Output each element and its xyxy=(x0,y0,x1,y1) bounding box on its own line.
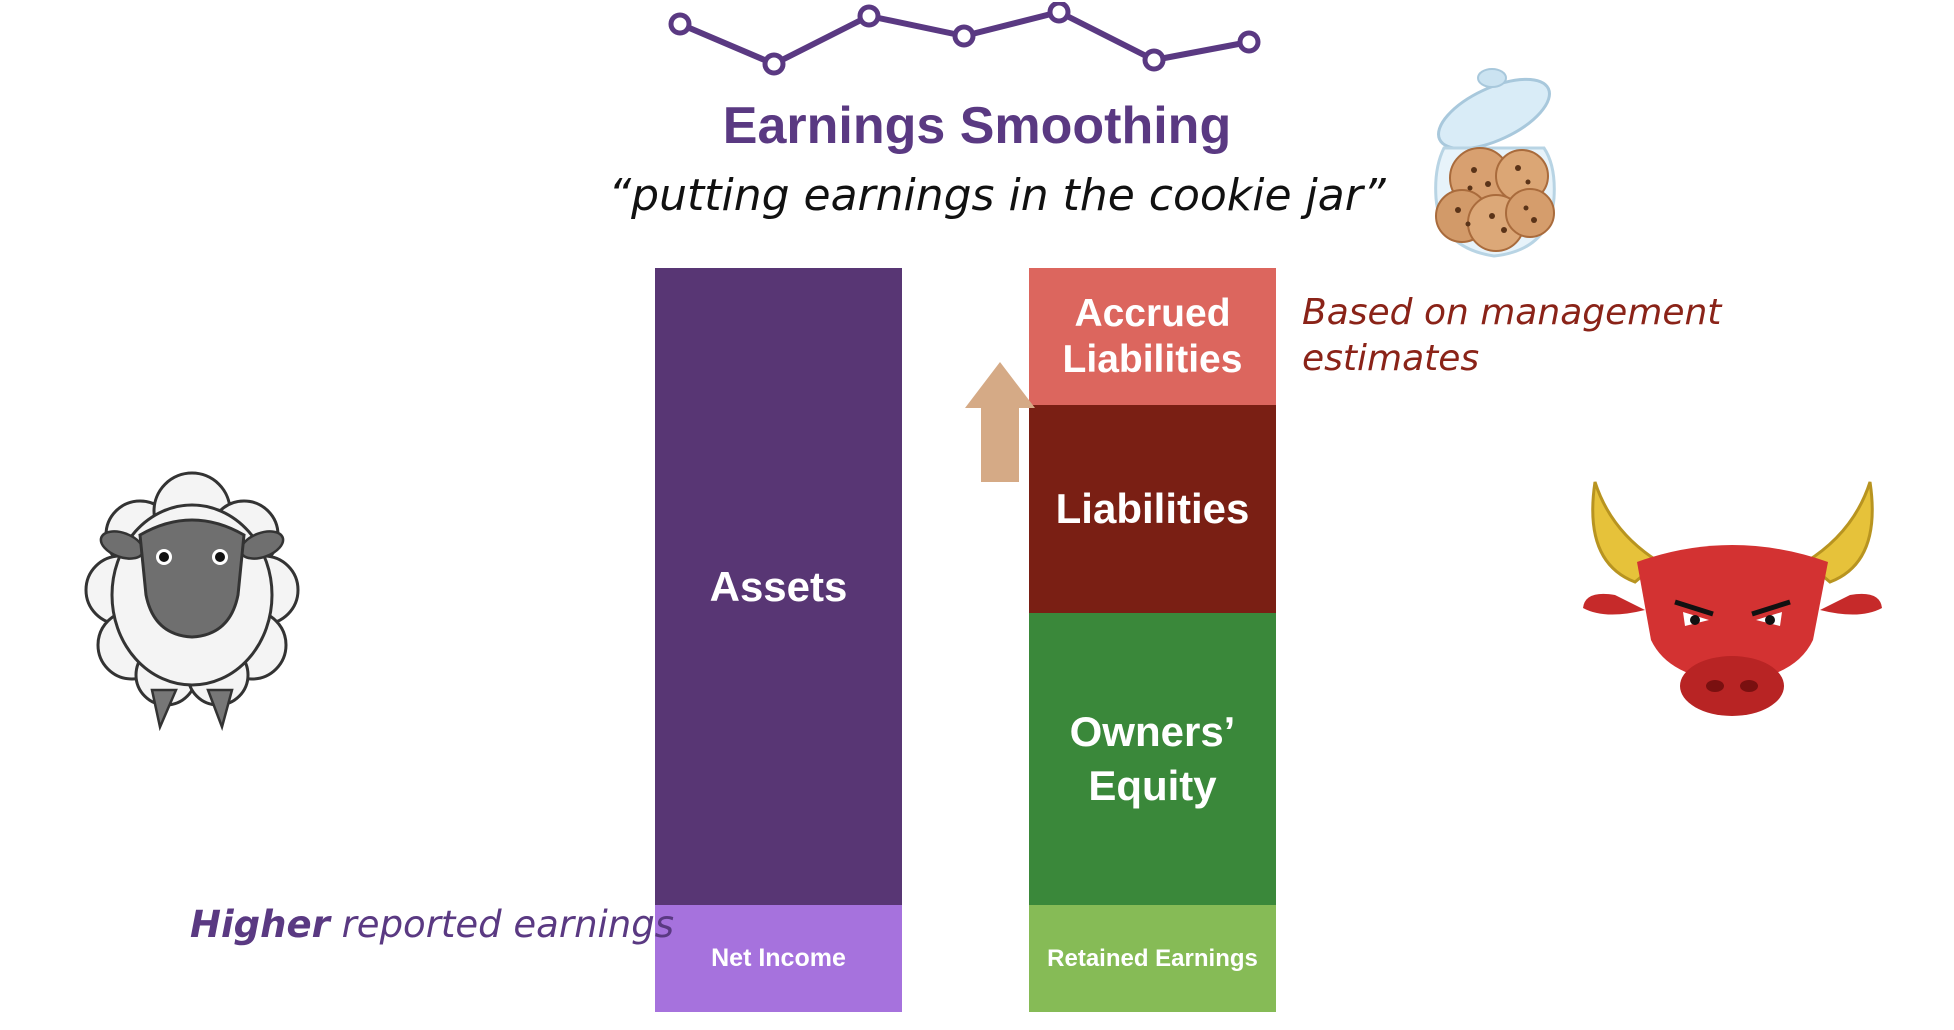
retained-earnings-block: Retained Earnings xyxy=(1029,905,1276,1012)
bull-icon xyxy=(1583,481,1882,716)
accrued-liabilities-block: Accrued Liabilities xyxy=(1029,268,1276,405)
liabilities-label: Liabilities xyxy=(1055,485,1250,532)
owners-equity-label-line2: Equity xyxy=(1088,762,1217,809)
slide-subtitle: “putting earnings in the cookie jar” xyxy=(608,170,1386,221)
owners-equity-label-line1: Owners’ xyxy=(1069,708,1236,755)
cookie-jar-icon xyxy=(1434,68,1556,258)
assets-label: Assets xyxy=(709,562,848,610)
liabilities-block: Liabilities xyxy=(1029,405,1276,613)
net-income-block: Net Income xyxy=(655,905,902,1012)
line-trend-icon xyxy=(668,2,1261,76)
sheep-icon xyxy=(84,471,300,732)
higher-emphasis: Higher xyxy=(190,903,330,946)
assets-block: Assets xyxy=(655,268,902,905)
net-income-label: Net Income xyxy=(711,944,846,972)
accrued-liabilities-label-line1: Accrued xyxy=(1074,291,1231,335)
reported-earnings-text: reported earnings xyxy=(329,903,675,946)
accrued-liabilities-label-line2: Liabilities xyxy=(1062,337,1243,381)
retained-earnings-label: Retained Earnings xyxy=(1047,944,1258,972)
slide-title: Earnings Smoothing xyxy=(722,97,1232,155)
management-estimates-line2: estimates xyxy=(1302,338,1480,379)
higher-reported-earnings-note: Higher reported earnings xyxy=(190,903,674,946)
up-arrow-icon xyxy=(965,362,1035,482)
owners-equity-block: Owners’ Equity xyxy=(1029,613,1276,905)
management-estimates-line1: Based on management xyxy=(1302,292,1722,333)
management-estimates-note: Based on management estimates xyxy=(1302,290,1721,382)
